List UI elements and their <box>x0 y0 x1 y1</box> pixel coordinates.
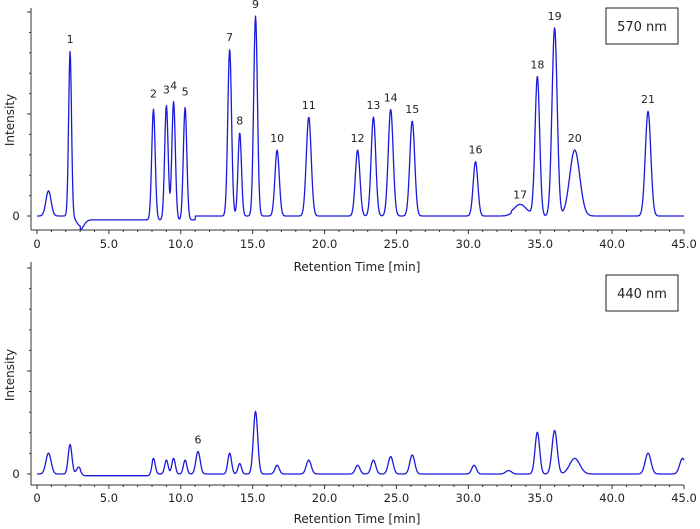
x-tick-label: 15.0 <box>240 491 266 505</box>
peak-label: 19 <box>548 10 562 23</box>
wavelength-box <box>605 7 679 45</box>
x-tick-label: 40.0 <box>599 237 625 251</box>
y-ticks: 0 <box>12 267 31 481</box>
x-tick-label: 20.0 <box>312 491 338 505</box>
wavelength-box <box>605 274 679 312</box>
x-tick-label: 5.0 <box>100 491 118 505</box>
chromatogram-trace-440nm <box>36 410 685 477</box>
peak-label: 15 <box>405 103 419 116</box>
peak-label: 5 <box>182 85 189 98</box>
x-tick-label: 30.0 <box>456 491 482 505</box>
peak-label: 3 <box>163 84 170 97</box>
chromatogram-panel-440nm: 0 5.0 10.0 15.0 20.0 25.0 30.0 35.0 40.0 45.0 0 6… <box>3 262 697 526</box>
x-ticks: 0 5.0 10.0 15.0 20.0 25.0 30.0 35.0 40.0 45.0 <box>33 230 697 251</box>
peak-label: 17 <box>513 188 527 201</box>
peak-label: 11 <box>302 99 316 112</box>
peak-label: 16 <box>469 144 483 157</box>
x-tick-label: 45.0 <box>671 491 697 505</box>
peak-label: 10 <box>270 132 284 145</box>
peak-label: 12 <box>351 132 365 145</box>
x-tick-label: 35.0 <box>527 491 553 505</box>
x-axis-title: Retention Time [min] <box>294 512 421 526</box>
peak-label: 9 <box>252 0 259 11</box>
peak-label: 6 <box>195 433 202 446</box>
y-ticks: 0 <box>12 11 31 223</box>
peak-label: 4 <box>170 80 177 93</box>
peak-label: 21 <box>641 93 655 106</box>
y-axis-title: Intensity <box>3 349 17 401</box>
y-axis-title: Intensity <box>3 94 17 146</box>
x-tick-label: 0 <box>33 491 40 505</box>
peak-label: 18 <box>530 58 544 71</box>
peak-label: 1 <box>67 33 74 46</box>
wavelength-label: 570 nm <box>617 20 667 35</box>
peak-label: 7 <box>226 31 233 44</box>
peak-label: 13 <box>366 99 380 112</box>
x-tick-label: 0 <box>33 237 40 251</box>
peak-label: 20 <box>568 132 582 145</box>
x-tick-label: 35.0 <box>527 237 553 251</box>
chromatogram-trace-570nm <box>36 15 685 231</box>
chromatogram-panel-570nm: 0 5.0 10.0 15.0 20.0 25.0 30.0 35.0 40.0 45.0 0 1… <box>3 0 697 274</box>
x-tick-label: 30.0 <box>456 237 482 251</box>
x-ticks: 0 5.0 10.0 15.0 20.0 25.0 30.0 35.0 40.0 45.0 <box>33 485 697 505</box>
x-axis-title: Retention Time [min] <box>294 260 421 274</box>
x-tick-label: 25.0 <box>384 491 410 505</box>
peak-label: 8 <box>236 115 243 128</box>
x-tick-label: 40.0 <box>599 491 625 505</box>
wavelength-label: 440 nm <box>617 287 667 302</box>
x-tick-label: 15.0 <box>240 237 266 251</box>
x-tick-label: 20.0 <box>312 237 338 251</box>
peak-label: 14 <box>384 91 398 104</box>
x-tick-label: 5.0 <box>100 237 118 251</box>
y-tick-label: 0 <box>12 209 19 223</box>
x-tick-label: 45.0 <box>671 237 697 251</box>
x-tick-label: 10.0 <box>168 491 194 505</box>
y-tick-label: 0 <box>12 467 19 481</box>
peak-labels: 6 <box>195 433 202 446</box>
peak-label: 2 <box>150 87 157 100</box>
x-tick-label: 10.0 <box>168 237 194 251</box>
x-tick-label: 25.0 <box>384 237 410 251</box>
